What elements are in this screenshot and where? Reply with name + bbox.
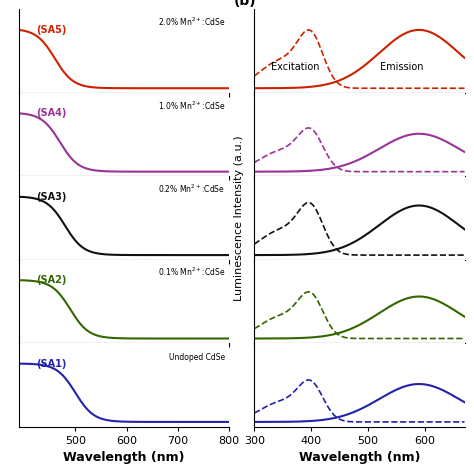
Text: (SA1): (SA1) <box>36 358 66 368</box>
Text: (b): (b) <box>233 0 256 9</box>
Text: 2.0% Mn$^{2+}$:CdSe: 2.0% Mn$^{2+}$:CdSe <box>158 16 225 28</box>
Text: 1.0% Mn$^{2+}$:CdSe: 1.0% Mn$^{2+}$:CdSe <box>158 99 225 111</box>
Text: (SA2): (SA2) <box>36 275 66 285</box>
X-axis label: Wavelength (nm): Wavelength (nm) <box>299 451 420 464</box>
Text: (SA5): (SA5) <box>36 25 66 35</box>
Text: (SA4): (SA4) <box>36 108 66 118</box>
Text: Luminescence Intensity (a.u.): Luminescence Intensity (a.u.) <box>234 135 245 301</box>
Text: Excitation: Excitation <box>271 62 319 72</box>
Text: Undoped CdSe: Undoped CdSe <box>169 353 225 362</box>
X-axis label: Wavelength (nm): Wavelength (nm) <box>64 451 185 464</box>
Text: Emission: Emission <box>381 62 424 72</box>
Text: 0.1% Mn$^{2+}$:CdSe: 0.1% Mn$^{2+}$:CdSe <box>158 266 225 278</box>
Text: 0.2% Mn$^{2+}$:CdSe: 0.2% Mn$^{2+}$:CdSe <box>158 182 225 195</box>
Text: (SA3): (SA3) <box>36 191 66 201</box>
